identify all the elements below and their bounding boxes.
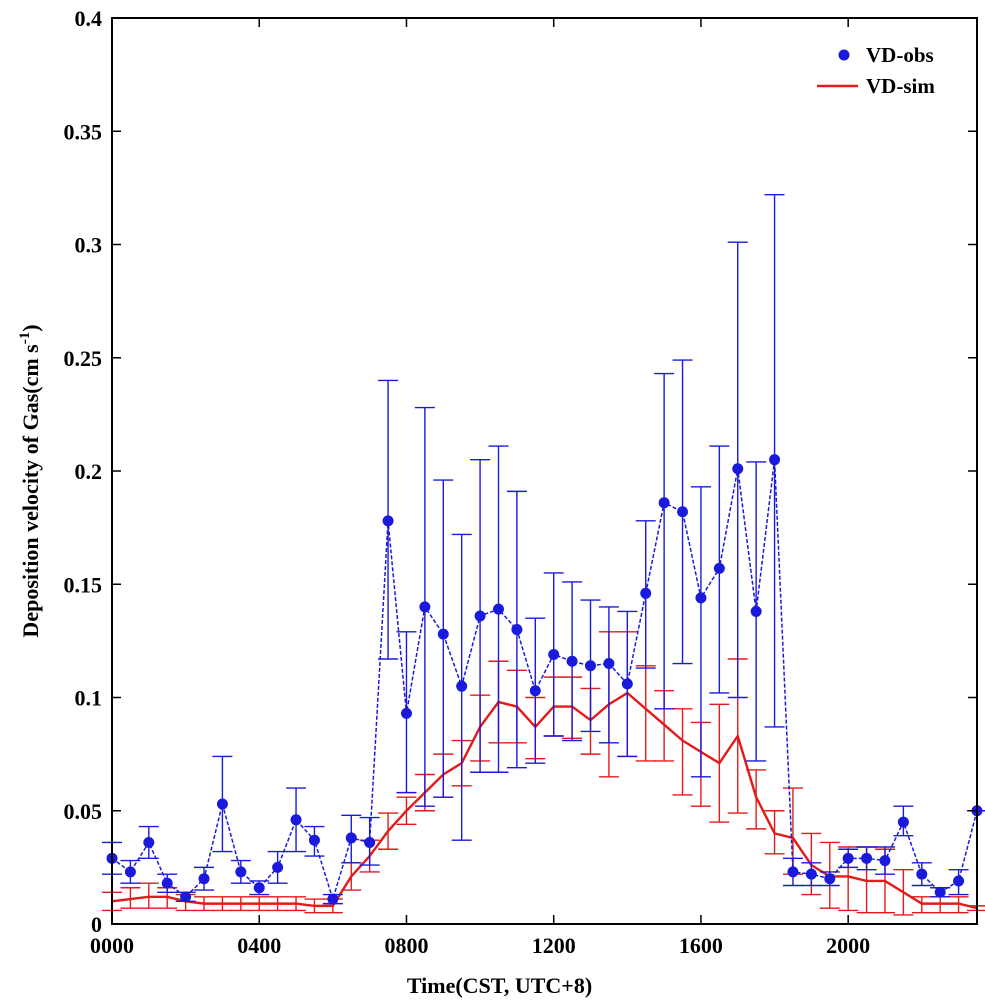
data-point-vd-obs xyxy=(235,866,246,877)
y-tick-label: 0.3 xyxy=(75,233,103,258)
data-point-vd-obs xyxy=(585,660,596,671)
data-point-vd-obs xyxy=(567,656,578,667)
data-point-vd-obs xyxy=(695,592,706,603)
x-tick-label: 0400 xyxy=(237,933,281,958)
svg-text:Deposition velocity of Gas(cm: Deposition velocity of Gas(cm s-1) xyxy=(17,324,43,637)
data-point-vd-obs xyxy=(861,853,872,864)
data-point-vd-obs xyxy=(879,855,890,866)
data-point-vd-obs xyxy=(456,681,467,692)
data-point-vd-obs xyxy=(530,685,541,696)
data-point-vd-obs xyxy=(898,817,909,828)
data-point-vd-obs xyxy=(401,708,412,719)
y-tick-label: 0.2 xyxy=(75,459,103,484)
data-point-vd-obs xyxy=(327,894,338,905)
data-point-vd-obs xyxy=(640,588,651,599)
plot-frame xyxy=(112,18,977,924)
data-point-vd-obs xyxy=(769,454,780,465)
data-point-vd-obs xyxy=(787,866,798,877)
y-tick-label: 0.05 xyxy=(64,799,103,824)
data-point-vd-obs xyxy=(916,869,927,880)
x-tick-label: 0800 xyxy=(384,933,428,958)
data-point-vd-obs xyxy=(953,875,964,886)
data-point-vd-obs xyxy=(346,832,357,843)
data-point-vd-obs xyxy=(272,862,283,873)
legend: VD-obs VD-sim xyxy=(817,43,935,98)
data-point-vd-obs xyxy=(475,610,486,621)
x-tick-label: 0000 xyxy=(90,933,134,958)
data-point-vd-obs xyxy=(309,835,320,846)
data-point-vd-obs xyxy=(659,497,670,508)
data-point-vd-obs xyxy=(162,878,173,889)
legend-label-vd-obs: VD-obs xyxy=(866,43,934,67)
data-point-vd-obs xyxy=(843,853,854,864)
data-point-vd-obs xyxy=(824,873,835,884)
data-point-vd-obs xyxy=(419,601,430,612)
data-point-vd-obs xyxy=(217,798,228,809)
legend-marker-vd-obs xyxy=(839,50,850,61)
x-tick-label: 1200 xyxy=(532,933,576,958)
data-point-vd-obs xyxy=(603,658,614,669)
data-point-vd-obs xyxy=(125,866,136,877)
y-tick-label: 0.1 xyxy=(75,686,103,711)
y-tick-label: 0.25 xyxy=(64,346,103,371)
data-point-vd-obs xyxy=(493,604,504,615)
series-vd-sim-layer xyxy=(102,632,985,915)
data-point-vd-obs xyxy=(254,882,265,893)
series-vd-obs-layer xyxy=(102,195,985,905)
data-point-vd-obs xyxy=(180,891,191,902)
data-point-vd-obs xyxy=(383,515,394,526)
data-point-vd-obs xyxy=(806,869,817,880)
data-point-vd-obs xyxy=(291,814,302,825)
y-axis-title: Deposition velocity of Gas(cm s-1) xyxy=(17,324,43,637)
y-tick-label: 0.15 xyxy=(64,572,103,597)
data-point-vd-obs xyxy=(511,624,522,635)
data-point-vd-obs xyxy=(677,506,688,517)
series-line-vd-obs xyxy=(112,460,977,899)
data-point-vd-obs xyxy=(935,887,946,898)
data-point-vd-obs xyxy=(751,606,762,617)
data-point-vd-obs xyxy=(199,873,210,884)
x-tick-label: 1600 xyxy=(679,933,723,958)
y-tick-label: 0.35 xyxy=(64,119,103,144)
data-point-vd-obs xyxy=(548,649,559,660)
data-point-vd-obs xyxy=(622,678,633,689)
data-point-vd-obs xyxy=(714,563,725,574)
y-tick-label: 0.4 xyxy=(75,6,103,31)
data-point-vd-obs xyxy=(732,463,743,474)
x-tick-label: 2000 xyxy=(826,933,870,958)
data-point-vd-obs xyxy=(364,837,375,848)
x-axis-title: Time(CST, UTC+8) xyxy=(407,973,592,998)
data-point-vd-obs xyxy=(438,629,449,640)
legend-label-vd-sim: VD-sim xyxy=(866,74,935,98)
data-point-vd-obs xyxy=(143,837,154,848)
